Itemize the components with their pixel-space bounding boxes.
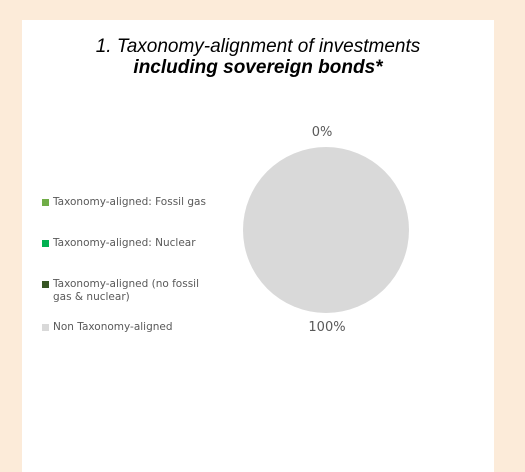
legend-swatch-fossil-gas [42, 199, 49, 206]
legend-swatch-nuclear [42, 240, 49, 247]
legend-swatch-non-aligned [42, 324, 49, 331]
legend-label-aligned-no-fossil-nuclear: Taxonomy-aligned (no fossil gas & nuclea… [53, 278, 200, 303]
data-label-non-aligned: 100% [308, 320, 345, 335]
chart-panel: 1. Taxonomy-alignment of investments inc… [22, 20, 494, 472]
data-label-aligned: 0% [312, 125, 333, 140]
chart-title: 1. Taxonomy-alignment of investments inc… [22, 36, 494, 78]
legend-label-fossil-gas: Taxonomy-aligned: Fossil gas [53, 196, 206, 208]
chart-title-line-2: including sovereign bonds* [133, 57, 383, 78]
chart-title-line-1: 1. Taxonomy-alignment of investments [95, 36, 421, 57]
legend-swatch-aligned-no-fossil-nuclear [42, 281, 49, 288]
legend-label-non-aligned: Non Taxonomy-aligned [53, 321, 173, 333]
pie-chart: 0% 100% [243, 125, 409, 335]
slice-non-aligned [243, 147, 409, 313]
legend-label-nuclear: Taxonomy-aligned: Nuclear [53, 237, 196, 249]
pie-slices [243, 147, 409, 313]
